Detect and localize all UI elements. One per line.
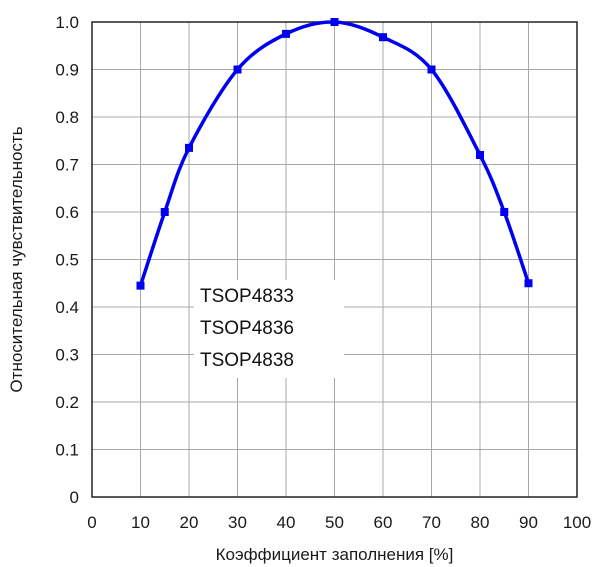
x-tick-label: 80 [471, 513, 490, 532]
x-axis-label: Коэффициент заполнения [%] [216, 545, 454, 564]
x-tick-label: 10 [131, 513, 150, 532]
y-axis-label: Относительная чувствительность [7, 126, 26, 392]
data-point-marker [427, 65, 436, 74]
data-point-marker [136, 281, 145, 290]
y-tick-label: 0.4 [55, 298, 79, 317]
data-point-marker [330, 18, 339, 26]
y-tick-label: 0.1 [55, 441, 79, 460]
annotation-label: TSOP4838 [200, 350, 294, 371]
annotation-background [194, 280, 344, 378]
annotation-label: TSOP4836 [200, 318, 294, 339]
y-tick-label: 0.3 [55, 346, 79, 365]
series [136, 18, 533, 290]
x-tick-label: 60 [374, 513, 393, 532]
y-tick-label: 0.2 [55, 393, 79, 412]
x-tick-label: 30 [228, 513, 247, 532]
y-tick-label: 0.5 [55, 251, 79, 270]
data-point-marker [500, 208, 509, 216]
y-tick-label: 0.9 [55, 61, 79, 80]
data-point-marker [282, 29, 290, 38]
grid [91, 21, 578, 498]
y-tick-label: 0.7 [55, 156, 79, 175]
x-tick-label: 40 [277, 513, 296, 532]
x-tick-label: 20 [180, 513, 199, 532]
x-tick-label: 100 [563, 513, 591, 532]
x-tick-label: 50 [325, 513, 344, 532]
y-tick-label: 0 [70, 488, 79, 507]
y-tick-labels: 0 0.1 0.2 0.3 0.4 0.5 0.6 0.7 0.8 0.9 1.0 [55, 13, 79, 507]
x-tick-label: 90 [519, 513, 538, 532]
x-tick-label: 70 [422, 513, 441, 532]
y-tick-label: 1.0 [55, 13, 79, 32]
y-tick-label: 0.8 [55, 108, 79, 127]
y-tick-label: 0.6 [55, 203, 79, 222]
data-point-marker [476, 151, 484, 159]
data-point-marker [160, 208, 169, 216]
x-tick-label: 0 [87, 513, 96, 532]
data-point-marker [524, 279, 533, 288]
annotation-label: TSOP4833 [200, 286, 294, 307]
data-point-marker [185, 143, 193, 152]
data-point-marker [379, 33, 387, 42]
x-tick-labels: 0 10 20 30 40 50 60 70 80 90 100 [87, 513, 591, 532]
data-point-marker [233, 65, 242, 74]
